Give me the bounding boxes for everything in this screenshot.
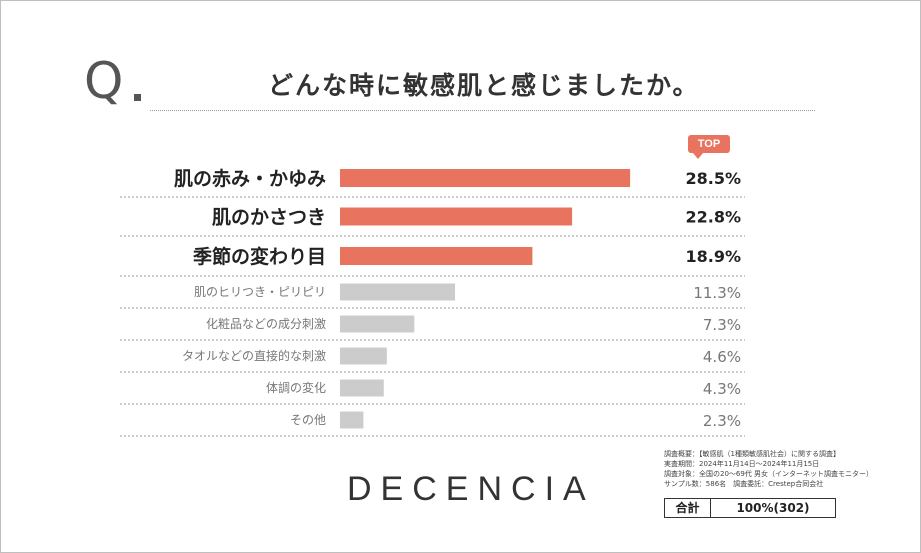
value-label: 4.6% bbox=[703, 348, 741, 366]
bar bbox=[340, 411, 364, 429]
survey-notes: 調査概要：【敏感肌（1種類敏感肌社会）に関する調査】 実査期間：2024年11月… bbox=[664, 449, 894, 489]
value-label: 7.3% bbox=[703, 316, 741, 334]
category-label: 化粧品などの成分刺激 bbox=[206, 317, 326, 331]
value-label: 2.3% bbox=[703, 412, 741, 430]
category-label: その他 bbox=[290, 413, 326, 427]
brand-logo: DECENCIA bbox=[347, 470, 595, 508]
category-label: 肌のかさつき bbox=[212, 207, 326, 229]
value-label: 28.5% bbox=[685, 169, 741, 188]
title-divider bbox=[150, 110, 815, 111]
value-label: 18.9% bbox=[685, 247, 741, 266]
value-label: 11.3% bbox=[693, 284, 741, 302]
survey-note-sample: サンプル数：586名 調査委託：Crestep合同会社 bbox=[664, 480, 824, 488]
question-dot bbox=[134, 94, 141, 101]
category-label: 肌の赤み・かゆみ bbox=[174, 168, 326, 190]
category-label: 肌のヒリつき・ピリピリ bbox=[194, 285, 326, 299]
survey-note-overview: 調査概要：【敏感肌（1種類敏感肌社会）に関する調査】 bbox=[664, 450, 840, 458]
value-label: 4.3% bbox=[703, 380, 741, 398]
question-mark: Q bbox=[84, 52, 124, 110]
bar bbox=[340, 347, 387, 365]
total-box: 合計 100%(302) bbox=[664, 498, 836, 518]
top-badge-pointer bbox=[693, 153, 703, 159]
chart-title: どんな時に敏感肌と感じましたか。 bbox=[268, 71, 700, 100]
total-value: 100%(302) bbox=[736, 501, 810, 515]
bar bbox=[340, 247, 533, 265]
bar bbox=[340, 379, 384, 397]
bar bbox=[340, 207, 573, 226]
bar bbox=[340, 315, 415, 333]
total-label: 合計 bbox=[665, 499, 711, 517]
category-label: タオルなどの直接的な刺激 bbox=[182, 348, 326, 363]
category-label: 体調の変化 bbox=[266, 380, 326, 395]
category-label: 季節の変わり目 bbox=[193, 245, 326, 268]
bar bbox=[340, 169, 631, 187]
survey-note-period: 実査期間：2024年11月14日～2024年11月15日 bbox=[664, 460, 820, 468]
value-label: 22.8% bbox=[685, 208, 741, 227]
bar bbox=[340, 283, 456, 301]
survey-note-target: 調査対象：全国の20～69代 男女（インターネット調査モニター） bbox=[664, 470, 874, 478]
top-badge: TOP bbox=[688, 135, 730, 153]
